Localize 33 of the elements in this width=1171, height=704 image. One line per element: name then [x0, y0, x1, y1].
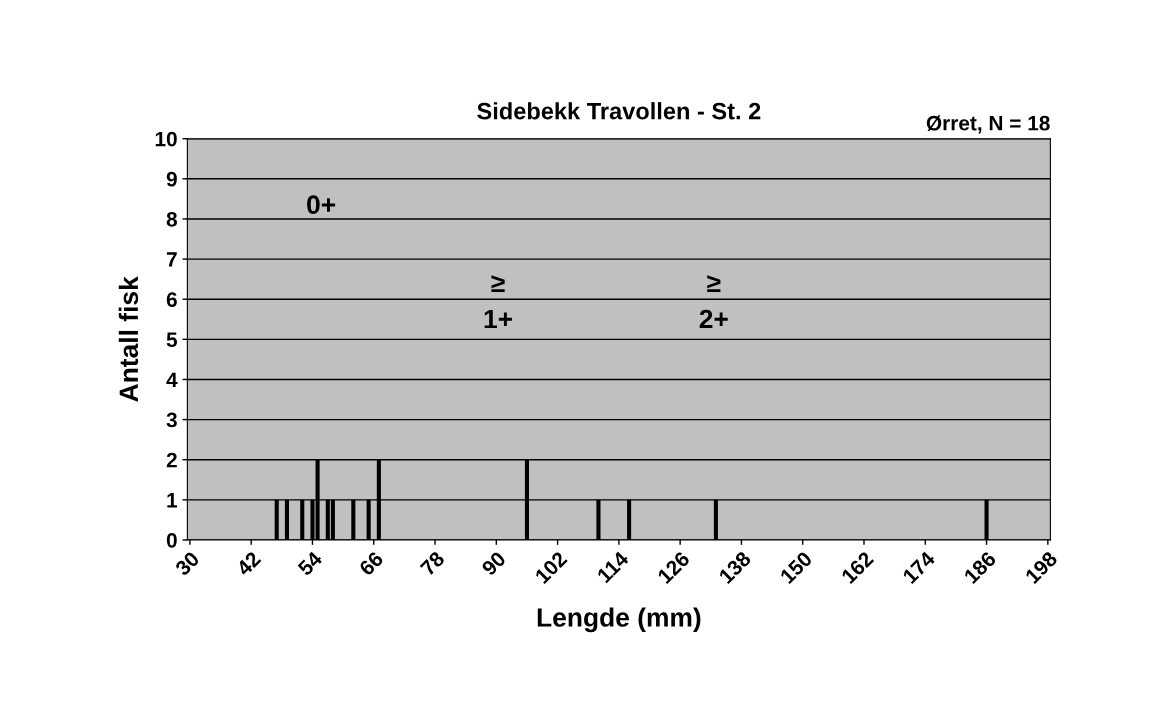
x-tick-label: 174: [902, 550, 936, 585]
y-tick-label: 7: [166, 252, 177, 267]
x-tick-label: 102: [534, 550, 568, 585]
x-tick-label: 114: [596, 550, 630, 584]
y-axis-title: Antall fisk: [118, 276, 139, 402]
x-tick-label: 126: [656, 550, 691, 585]
y-tick-label: 4: [166, 372, 178, 387]
y-tick-label: 8: [166, 211, 177, 227]
y-tick-label: 0: [166, 532, 177, 548]
x-tick-label: 162: [840, 550, 875, 585]
annotation: ≥ 1+: [484, 275, 513, 329]
x-tick-label: 66: [358, 550, 385, 577]
annotation: ≥ 2+: [699, 275, 728, 329]
y-tick-label: 5: [166, 332, 178, 348]
x-tick-label: 138: [718, 550, 752, 585]
x-tick-label: 186: [963, 550, 997, 585]
y-tick-label: 1: [167, 493, 178, 508]
x-tick-label: 90: [480, 550, 507, 577]
y-tick-label: 10: [155, 131, 177, 147]
x-tick-label: 150: [779, 550, 813, 585]
x-tick-label: 78: [419, 550, 446, 577]
text: Ørret, N = 18: [926, 115, 1050, 134]
x-tick-label: 198: [1024, 550, 1059, 585]
x-tick-label: 30: [174, 550, 201, 577]
x-tick-label: 42: [235, 550, 262, 577]
y-tick-label: 3: [166, 412, 177, 428]
y-tick-label: 2: [166, 452, 177, 468]
y-tick-label: 6: [166, 292, 177, 307]
y-tick-label: 9: [166, 171, 177, 187]
annotation: 0+: [307, 195, 336, 214]
x-tick-label: 54: [297, 550, 324, 577]
chart-title: Sidebekk Travollen - St. 2: [477, 102, 761, 120]
x-axis-title: Lengde (mm): [537, 607, 701, 633]
